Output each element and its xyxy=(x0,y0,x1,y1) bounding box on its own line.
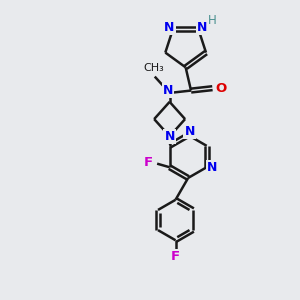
Text: F: F xyxy=(171,250,180,263)
Text: N: N xyxy=(164,130,175,143)
Text: F: F xyxy=(144,156,153,169)
Text: N: N xyxy=(163,84,173,97)
Text: N: N xyxy=(184,125,195,138)
Text: N: N xyxy=(196,21,207,34)
Text: H: H xyxy=(208,14,217,27)
Text: N: N xyxy=(207,161,217,174)
Text: CH₃: CH₃ xyxy=(143,63,164,73)
Text: O: O xyxy=(215,82,226,95)
Text: N: N xyxy=(164,21,175,34)
